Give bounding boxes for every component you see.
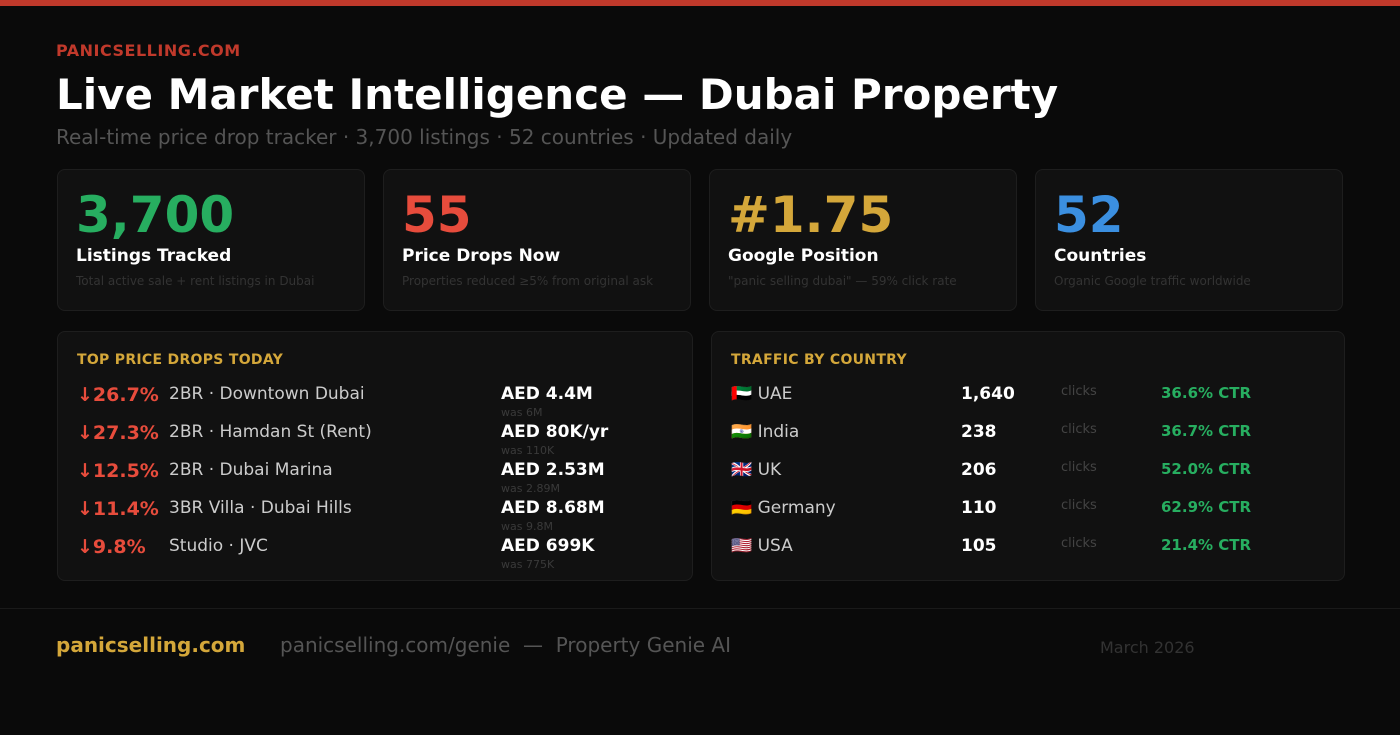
traffic-row: 🇮🇳 India 238 clicks 36.7% CTR: [731, 416, 1325, 454]
traffic-row: 🇺🇸 USA 105 clicks 21.4% CTR: [731, 530, 1325, 568]
clicks-unit: clicks: [1061, 536, 1097, 551]
property-name: 2BR · Hamdan St (Rent): [169, 422, 372, 442]
footer-site-link[interactable]: panicselling.com: [56, 633, 246, 657]
stat-desc: Organic Google traffic worldwide: [1054, 274, 1251, 288]
ctr-value: 36.7% CTR: [1161, 422, 1252, 440]
click-count: 105: [961, 536, 997, 556]
drop-percent: ↓26.7%: [77, 384, 159, 406]
ctr-value: 52.0% CTR: [1161, 460, 1252, 478]
property-name: 3BR Villa · Dubai Hills: [169, 498, 352, 518]
traffic-row: 🇦🇪 UAE 1,640 clicks 36.6% CTR: [731, 378, 1325, 416]
original-price: was 110K: [501, 444, 555, 457]
original-price: was 775K: [501, 558, 555, 571]
stat-card-google-position: #1.75 Google Position "panic selling dub…: [709, 169, 1017, 311]
country-name: 🇮🇳 India: [731, 422, 800, 442]
stat-value: 55: [402, 186, 472, 244]
stat-desc: Properties reduced ≥5% from original ask: [402, 274, 654, 288]
country-name: 🇦🇪 UAE: [731, 384, 793, 404]
footer-divider: [0, 608, 1400, 609]
click-count: 110: [961, 498, 997, 518]
current-price: AED 2.53M: [501, 460, 605, 480]
original-price: was 9.8M: [501, 520, 553, 533]
price-drop-row[interactable]: ↓26.7% 2BR · Downtown Dubai AED 4.4M was…: [77, 378, 673, 419]
click-count: 238: [961, 422, 997, 442]
stat-label: Listings Tracked: [76, 246, 232, 266]
original-price: was 2.89M: [501, 482, 560, 495]
click-count: 1,640: [961, 384, 1015, 404]
property-name: 2BR · Dubai Marina: [169, 460, 333, 480]
drop-percent: ↓11.4%: [77, 498, 159, 520]
click-count: 206: [961, 460, 997, 480]
stat-desc: Total active sale + rent listings in Dub…: [76, 274, 315, 288]
panel-heading: TRAFFIC BY COUNTRY: [731, 352, 907, 368]
drop-percent: ↓9.8%: [77, 536, 146, 558]
stat-label: Google Position: [728, 246, 879, 266]
clicks-unit: clicks: [1061, 498, 1097, 513]
price-drop-row[interactable]: ↓11.4% 3BR Villa · Dubai Hills AED 8.68M…: [77, 492, 673, 533]
property-name: 2BR · Downtown Dubai: [169, 384, 365, 404]
footer-date: March 2026: [1100, 638, 1195, 657]
current-price: AED 80K/yr: [501, 422, 609, 442]
brand-label: PANICSELLING.COM: [56, 41, 241, 60]
stat-card-countries: 52 Countries Organic Google traffic worl…: [1035, 169, 1343, 311]
original-price: was 6M: [501, 406, 543, 419]
top-accent-bar: [0, 0, 1400, 6]
stat-value: 52: [1054, 186, 1124, 244]
price-drops-panel: TOP PRICE DROPS TODAY ↓26.7% 2BR · Downt…: [57, 331, 693, 581]
country-name: 🇺🇸 USA: [731, 536, 793, 556]
panel-heading: TOP PRICE DROPS TODAY: [77, 352, 284, 368]
drop-percent: ↓12.5%: [77, 460, 159, 482]
property-name: Studio · JVC: [169, 536, 268, 556]
footer-genie-link[interactable]: panicselling.com/genie — Property Genie …: [280, 633, 731, 657]
ctr-value: 62.9% CTR: [1161, 498, 1252, 516]
clicks-unit: clicks: [1061, 422, 1097, 437]
ctr-value: 21.4% CTR: [1161, 536, 1252, 554]
stat-card-listings: 3,700 Listings Tracked Total active sale…: [57, 169, 365, 311]
stat-card-price-drops: 55 Price Drops Now Properties reduced ≥5…: [383, 169, 691, 311]
current-price: AED 699K: [501, 536, 595, 556]
traffic-row: 🇩🇪 Germany 110 clicks 62.9% CTR: [731, 492, 1325, 530]
price-drop-row[interactable]: ↓27.3% 2BR · Hamdan St (Rent) AED 80K/yr…: [77, 416, 673, 457]
current-price: AED 4.4M: [501, 384, 593, 404]
traffic-panel: TRAFFIC BY COUNTRY 🇦🇪 UAE 1,640 clicks 3…: [711, 331, 1345, 581]
price-drop-row[interactable]: ↓9.8% Studio · JVC AED 699K was 775K: [77, 530, 673, 571]
price-drop-row[interactable]: ↓12.5% 2BR · Dubai Marina AED 2.53M was …: [77, 454, 673, 495]
page-title: Live Market Intelligence — Dubai Propert…: [56, 70, 1059, 119]
drop-percent: ↓27.3%: [77, 422, 159, 444]
country-name: 🇩🇪 Germany: [731, 498, 836, 518]
stat-value: 3,700: [76, 186, 235, 244]
current-price: AED 8.68M: [501, 498, 605, 518]
country-name: 🇬🇧 UK: [731, 460, 782, 480]
stat-desc: "panic selling dubai" — 59% click rate: [728, 274, 957, 288]
page-subtitle: Real-time price drop tracker · 3,700 lis…: [56, 125, 793, 149]
clicks-unit: clicks: [1061, 460, 1097, 475]
stat-label: Countries: [1054, 246, 1147, 266]
clicks-unit: clicks: [1061, 384, 1097, 399]
ctr-value: 36.6% CTR: [1161, 384, 1252, 402]
stat-label: Price Drops Now: [402, 246, 561, 266]
stat-value: #1.75: [728, 186, 894, 244]
traffic-row: 🇬🇧 UK 206 clicks 52.0% CTR: [731, 454, 1325, 492]
